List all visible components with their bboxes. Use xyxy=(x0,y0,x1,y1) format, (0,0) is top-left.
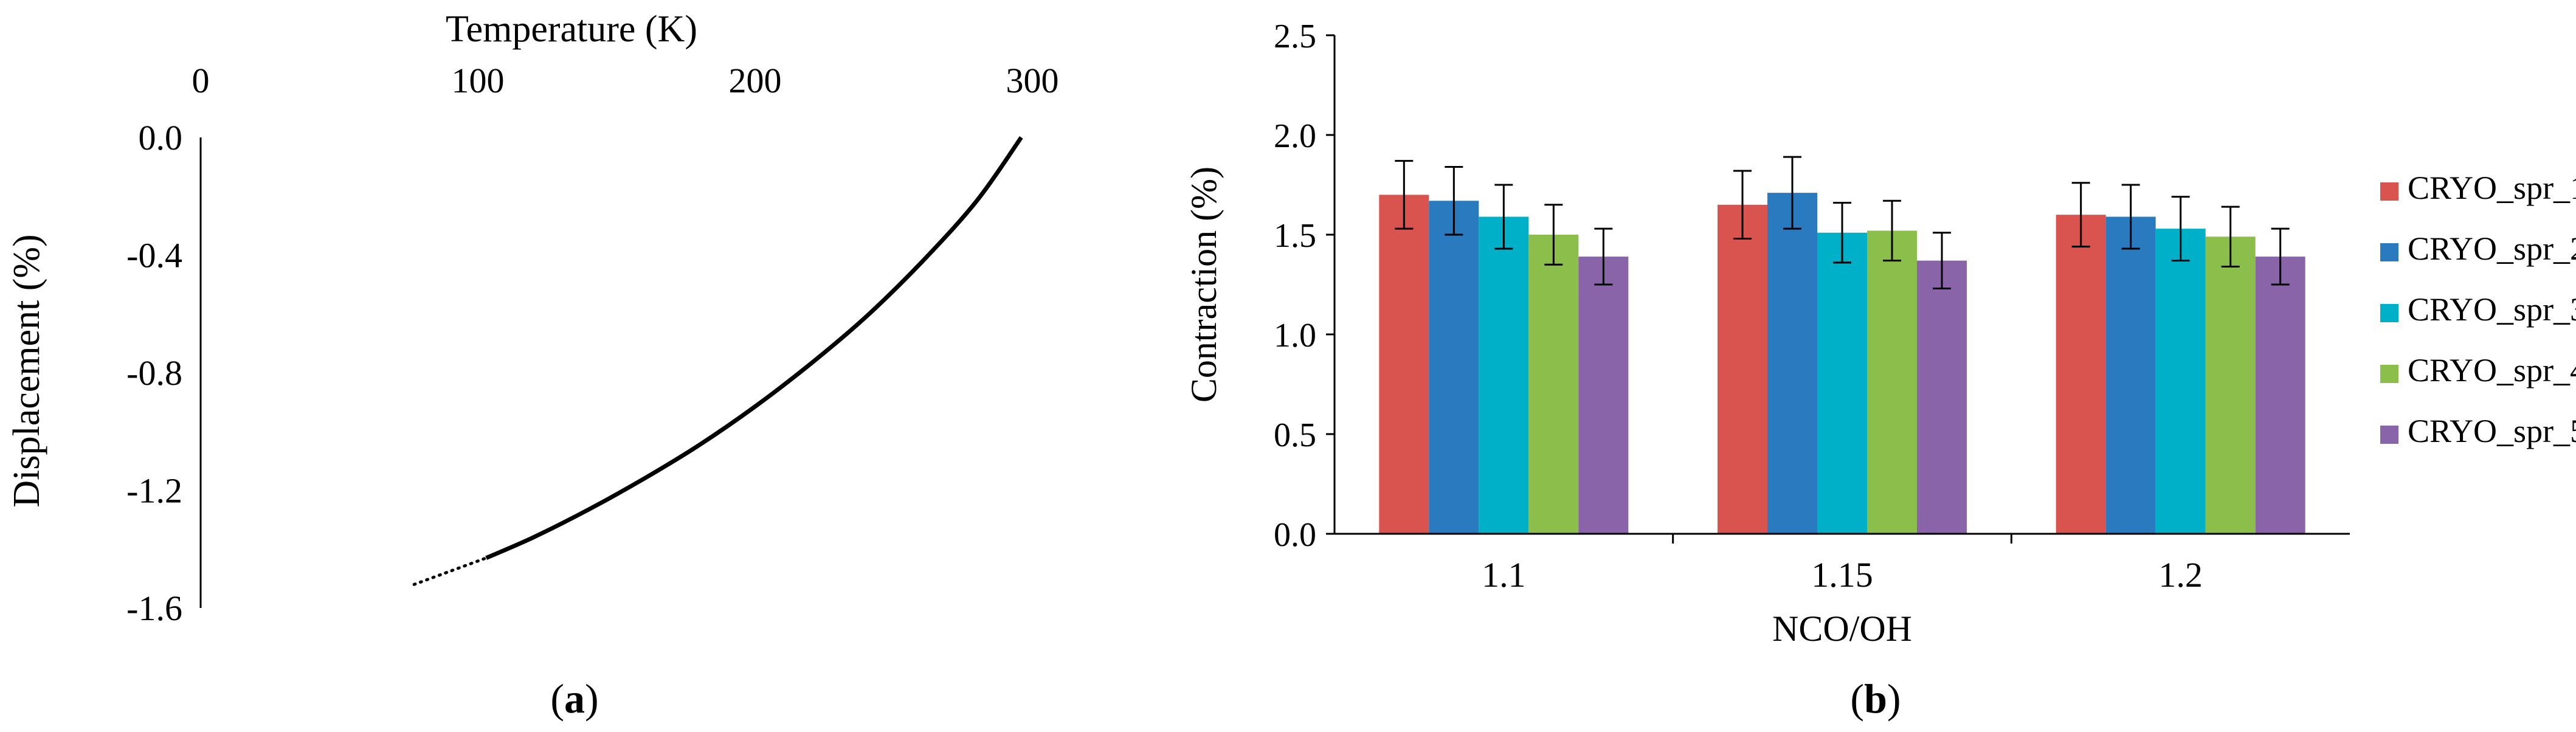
panel-b-y-tick-label: 0.5 xyxy=(1274,416,1316,454)
legend-swatch-CRYO_spr_5 xyxy=(2380,426,2398,444)
bar-CRYO_spr_5-1.1 xyxy=(1578,257,1629,534)
bar-CRYO_spr_5-1.2 xyxy=(2255,257,2305,534)
bar-CRYO_spr_4-1.1 xyxy=(1528,235,1579,534)
bar-CRYO_spr_2-1.15 xyxy=(1767,193,1817,534)
panel-b-y-tick-label: 1.5 xyxy=(1274,217,1316,255)
panel-a-y-tick-label: -0.8 xyxy=(126,353,182,393)
panel-a-y-tick-label: -0.4 xyxy=(126,236,182,275)
panel-b-error-bars xyxy=(1395,156,2290,290)
panel-a-x-tick-label: 300 xyxy=(1006,61,1059,100)
panel-a-y-tick-labels: 0.0 -0.4 -0.8 -1.2 -1.6 xyxy=(126,118,182,628)
panel-b-y-ticks: 0.0 0.5 1.0 1.5 2.0 2.5 xyxy=(1274,18,1335,554)
bar-CRYO_spr_2-1.2 xyxy=(2105,216,2156,534)
bar-CRYO_spr_1-1.1 xyxy=(1379,195,1429,534)
panel-a-x-tick-label: 0 xyxy=(192,61,210,100)
panel-b-y-axis-label: Contraction (%) xyxy=(1184,167,1224,402)
legend-label-CRYO_spr_1: CRYO_spr_1 xyxy=(2408,170,2576,206)
panel-b-x-tick-label: 1.1 xyxy=(1482,555,1526,595)
panel-a-series xyxy=(412,136,1023,586)
panel-a-x-tick-labels: 0 100 200 300 xyxy=(192,61,1059,100)
legend-swatch-CRYO_spr_1 xyxy=(2380,182,2398,201)
panel-a-x-tick-label: 200 xyxy=(729,61,782,100)
panel-b-y-tick-label: 2.0 xyxy=(1274,117,1316,155)
bar-CRYO_spr_3-1.15 xyxy=(1817,232,1867,534)
panel-a-y-tick-label: -1.2 xyxy=(126,471,182,511)
bar-CRYO_spr_3-1.2 xyxy=(2155,229,2206,534)
panel-b-caption-close: ) xyxy=(1887,675,1901,722)
bar-CRYO_spr_2-1.1 xyxy=(1429,201,1479,534)
bar-CRYO_spr_5-1.15 xyxy=(1917,260,1967,534)
panel-b-y-tick-label: 0.0 xyxy=(1274,516,1316,554)
panel-b-x-ticks: 1.1 1.15 1.2 xyxy=(1482,534,2203,595)
panel-b-caption: (b) xyxy=(1850,675,1901,722)
panel-b-caption-letter: b xyxy=(1864,675,1887,722)
panel-b-y-tick-label: 2.5 xyxy=(1274,18,1316,55)
panel-b-caption-open: ( xyxy=(1850,675,1864,722)
panel-a-caption-close: ) xyxy=(585,675,599,722)
panel-a-line-extrapolated xyxy=(412,556,488,586)
legend-label-CRYO_spr_4: CRYO_spr_4 xyxy=(2408,352,2576,388)
panel-b-bars xyxy=(1379,193,2305,534)
panel-a-line-measured xyxy=(485,136,1023,560)
panel-a-caption-open: ( xyxy=(550,675,564,722)
panel-b-x-tick-label: 1.2 xyxy=(2158,555,2203,595)
panel-a-caption: (a) xyxy=(550,675,598,722)
panel-b-chart: 0.0 0.5 1.0 1.5 2.0 2.5 1.1 1.15 1.2 CRYO_spr_1… xyxy=(1184,18,2576,722)
panel-b-legend: CRYO_spr_1 CRYO_spr_2 CRYO_spr_3 CRYO_spr_4… xyxy=(2380,170,2576,449)
panel-b-x-axis-label: NCO/OH xyxy=(1772,609,1912,649)
bar-CRYO_spr_1-1.2 xyxy=(2056,215,2106,534)
panel-b-x-tick-label: 1.15 xyxy=(1811,555,1873,595)
panel-a-x-axis-label: Temperature (K) xyxy=(446,9,697,50)
legend-swatch-CRYO_spr_3 xyxy=(2380,304,2398,322)
panel-a-x-tick-label: 100 xyxy=(452,61,505,100)
panel-a-y-tick-label: -1.6 xyxy=(126,589,182,628)
panel-a-y-tick-label: 0.0 xyxy=(139,118,183,157)
bar-CRYO_spr_4-1.15 xyxy=(1867,230,1917,534)
panel-a-chart: 0 100 200 300 0.0 -0.4 -0.8 -1.2 -1.6 Temperatu… xyxy=(6,9,1059,722)
panel-b-y-tick-label: 1.0 xyxy=(1274,317,1316,354)
panel-a-caption-letter: a xyxy=(564,675,585,722)
legend-swatch-CRYO_spr_4 xyxy=(2380,365,2398,383)
legend-label-CRYO_spr_3: CRYO_spr_3 xyxy=(2408,291,2576,328)
bar-CRYO_spr_3-1.1 xyxy=(1479,216,1529,534)
legend-label-CRYO_spr_5: CRYO_spr_5 xyxy=(2408,413,2576,449)
legend-swatch-CRYO_spr_2 xyxy=(2380,243,2398,261)
bar-CRYO_spr_1-1.15 xyxy=(1718,204,1767,534)
legend-label-CRYO_spr_2: CRYO_spr_2 xyxy=(2408,230,2576,267)
bar-CRYO_spr_4-1.2 xyxy=(2205,237,2256,534)
panel-a-y-axis-label: Displacement (%) xyxy=(6,234,47,507)
